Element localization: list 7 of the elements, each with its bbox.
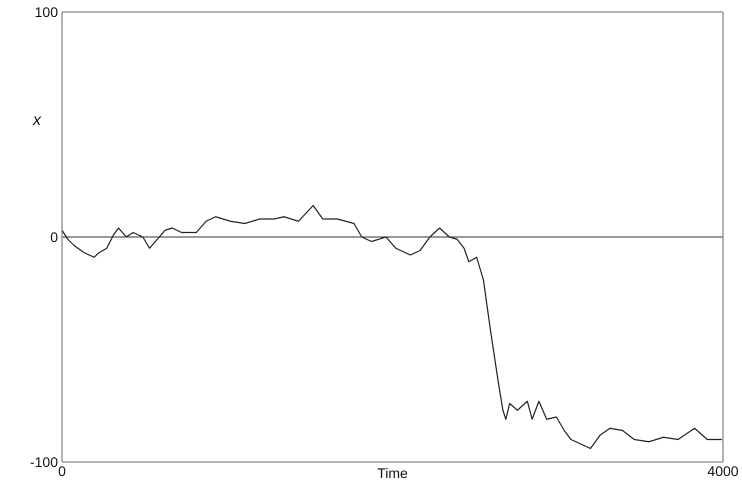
x-axis-title: Time <box>377 465 408 481</box>
y-tick-label: -100 <box>30 454 58 470</box>
y-tick-label: 100 <box>34 4 58 20</box>
y-tick-label: 0 <box>50 228 58 245</box>
x-tick-label: 4000 <box>707 462 739 479</box>
y-axis-title: x <box>32 112 42 129</box>
line-series <box>62 204 722 450</box>
